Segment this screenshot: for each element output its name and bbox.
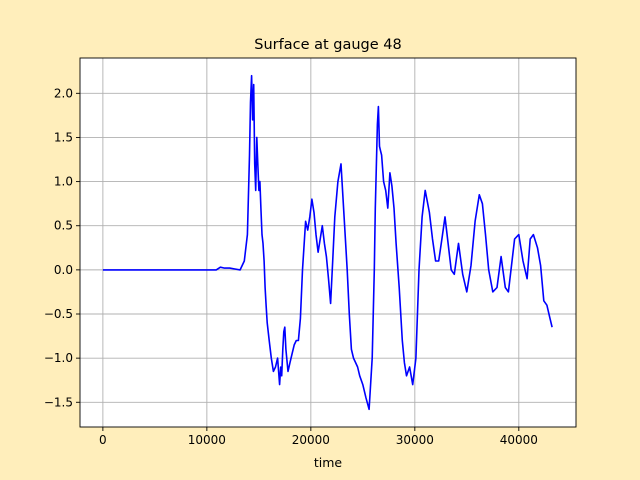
y-tick-label: 0.5 xyxy=(54,219,73,233)
series-layer xyxy=(102,74,553,411)
x-axis-label: time xyxy=(314,455,343,470)
y-tick-label: −0.5 xyxy=(44,307,73,321)
y-tick-label: 1.0 xyxy=(54,175,73,189)
x-tick-label: 20000 xyxy=(292,433,330,447)
x-tick-label: 0 xyxy=(99,433,107,447)
series-line xyxy=(102,74,553,411)
y-tick-label: 1.5 xyxy=(54,130,73,144)
x-tick-label: 40000 xyxy=(500,433,538,447)
y-tick-label: −1.0 xyxy=(44,351,73,365)
plot-area xyxy=(80,58,576,427)
plot-frame xyxy=(79,57,577,428)
y-tick-label: 2.0 xyxy=(54,86,73,100)
chart-title: Surface at gauge 48 xyxy=(254,37,402,53)
y-axis: −1.5 −1.0 −0.5 0.0 0.5 1.0 1.5 2.0 xyxy=(44,86,80,409)
x-tick-label: 30000 xyxy=(396,433,434,447)
y-tick-label: −1.5 xyxy=(44,395,73,409)
x-tick-label: 10000 xyxy=(188,433,226,447)
x-axis: 0 10000 20000 30000 40000 xyxy=(99,427,538,447)
y-tick-label: 0.0 xyxy=(54,263,73,277)
